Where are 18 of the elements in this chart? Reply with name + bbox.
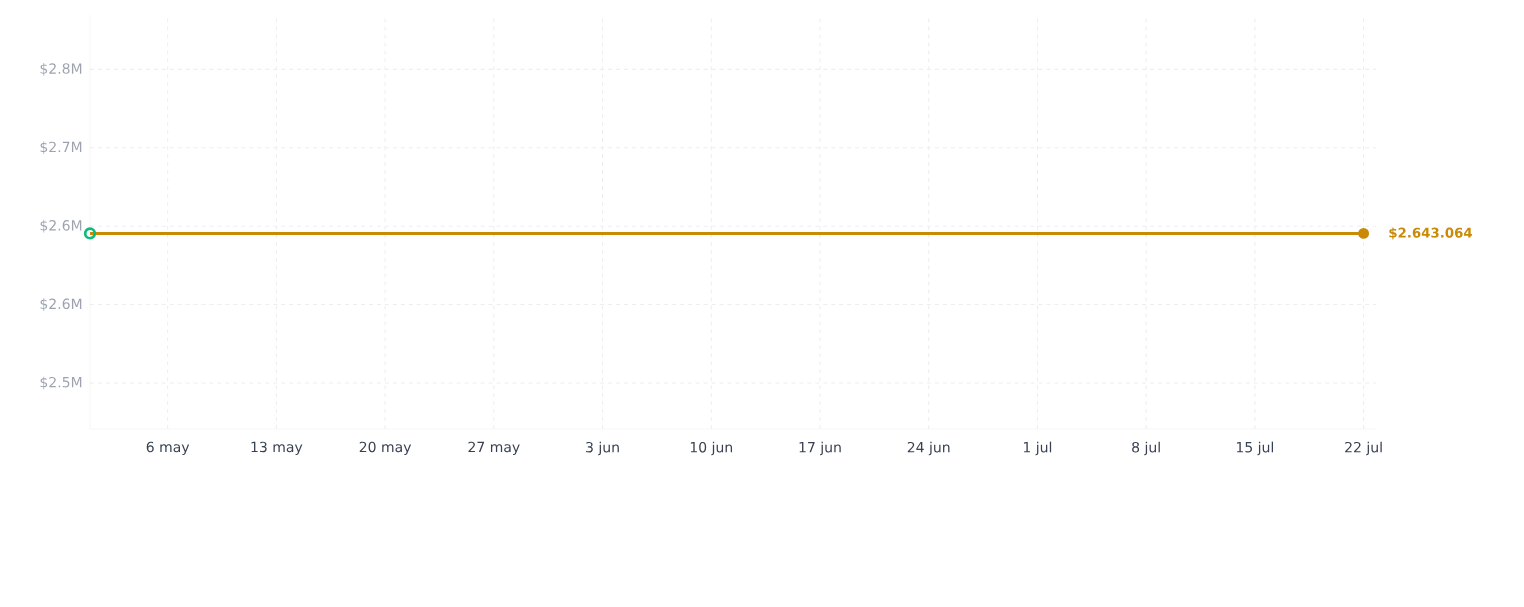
x-tick-label: 17 jun	[799, 441, 841, 456]
data-label: $2.643.064	[1389, 227, 1473, 240]
y-tick-label: $2.6M	[40, 298, 82, 311]
x-tick-label: 1 jul	[1023, 441, 1052, 456]
y-tick-label: $2.5M	[40, 376, 82, 390]
y-tick-label: $2.6M	[40, 219, 82, 233]
x-tick-label: 15 jul	[1236, 441, 1274, 456]
y-tick-label: $2.8M	[40, 63, 82, 76]
y-tick-label: $2.7M	[40, 141, 82, 155]
x-tick-label: 13 may	[251, 441, 303, 455]
x-tick-label: 20 may	[359, 441, 412, 455]
x-tick-label: 22 jul	[1345, 441, 1382, 456]
x-tick-label: 24 jun	[907, 441, 950, 456]
x-tick-label: 8 jul	[1132, 441, 1160, 456]
x-tick-label: 10 jun	[690, 441, 733, 456]
x-tick-label: 27 may	[468, 441, 520, 455]
x-tick-label: 3 jun	[586, 441, 619, 456]
x-tick-label: 6 may	[146, 441, 190, 455]
